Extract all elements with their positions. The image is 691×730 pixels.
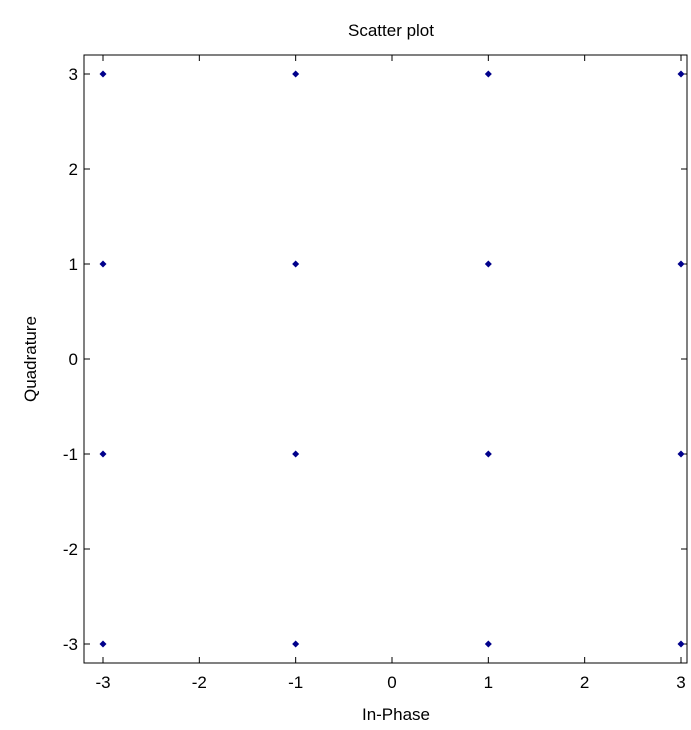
x-tick-label: 0 [387, 673, 396, 692]
data-point [484, 450, 492, 458]
data-point [677, 70, 685, 78]
x-tick-label: -2 [192, 673, 207, 692]
data-points [99, 70, 685, 648]
chart-title: Scatter plot [348, 21, 434, 40]
y-tick-label: 3 [69, 65, 78, 84]
x-tick-label: 2 [580, 673, 589, 692]
y-tick-label: -3 [63, 635, 78, 654]
y-tick-label: -1 [63, 445, 78, 464]
data-point [99, 260, 107, 268]
data-point [484, 640, 492, 648]
data-point [292, 640, 300, 648]
y-tick-label: 0 [69, 350, 78, 369]
y-tick-label: -2 [63, 540, 78, 559]
x-tick-label: 1 [484, 673, 493, 692]
y-tick-label: 2 [69, 160, 78, 179]
axis-ticks: -3 -2 -1 0 1 2 3 -3 -2 -1 0 1 2 3 [63, 55, 687, 692]
data-point [292, 450, 300, 458]
x-axis-label: In-Phase [362, 705, 430, 724]
data-point [677, 640, 685, 648]
data-point [99, 640, 107, 648]
x-tick-label: 3 [676, 673, 685, 692]
x-tick-label: -1 [288, 673, 303, 692]
data-point [677, 260, 685, 268]
data-point [484, 260, 492, 268]
data-point [677, 450, 685, 458]
x-tick-label: -3 [95, 673, 110, 692]
y-tick-label: 1 [69, 255, 78, 274]
y-axis-label: Quadrature [21, 316, 40, 402]
data-point [292, 260, 300, 268]
data-point [292, 70, 300, 78]
plot-area [83, 54, 688, 664]
data-point [99, 450, 107, 458]
data-point [484, 70, 492, 78]
data-point [99, 70, 107, 78]
